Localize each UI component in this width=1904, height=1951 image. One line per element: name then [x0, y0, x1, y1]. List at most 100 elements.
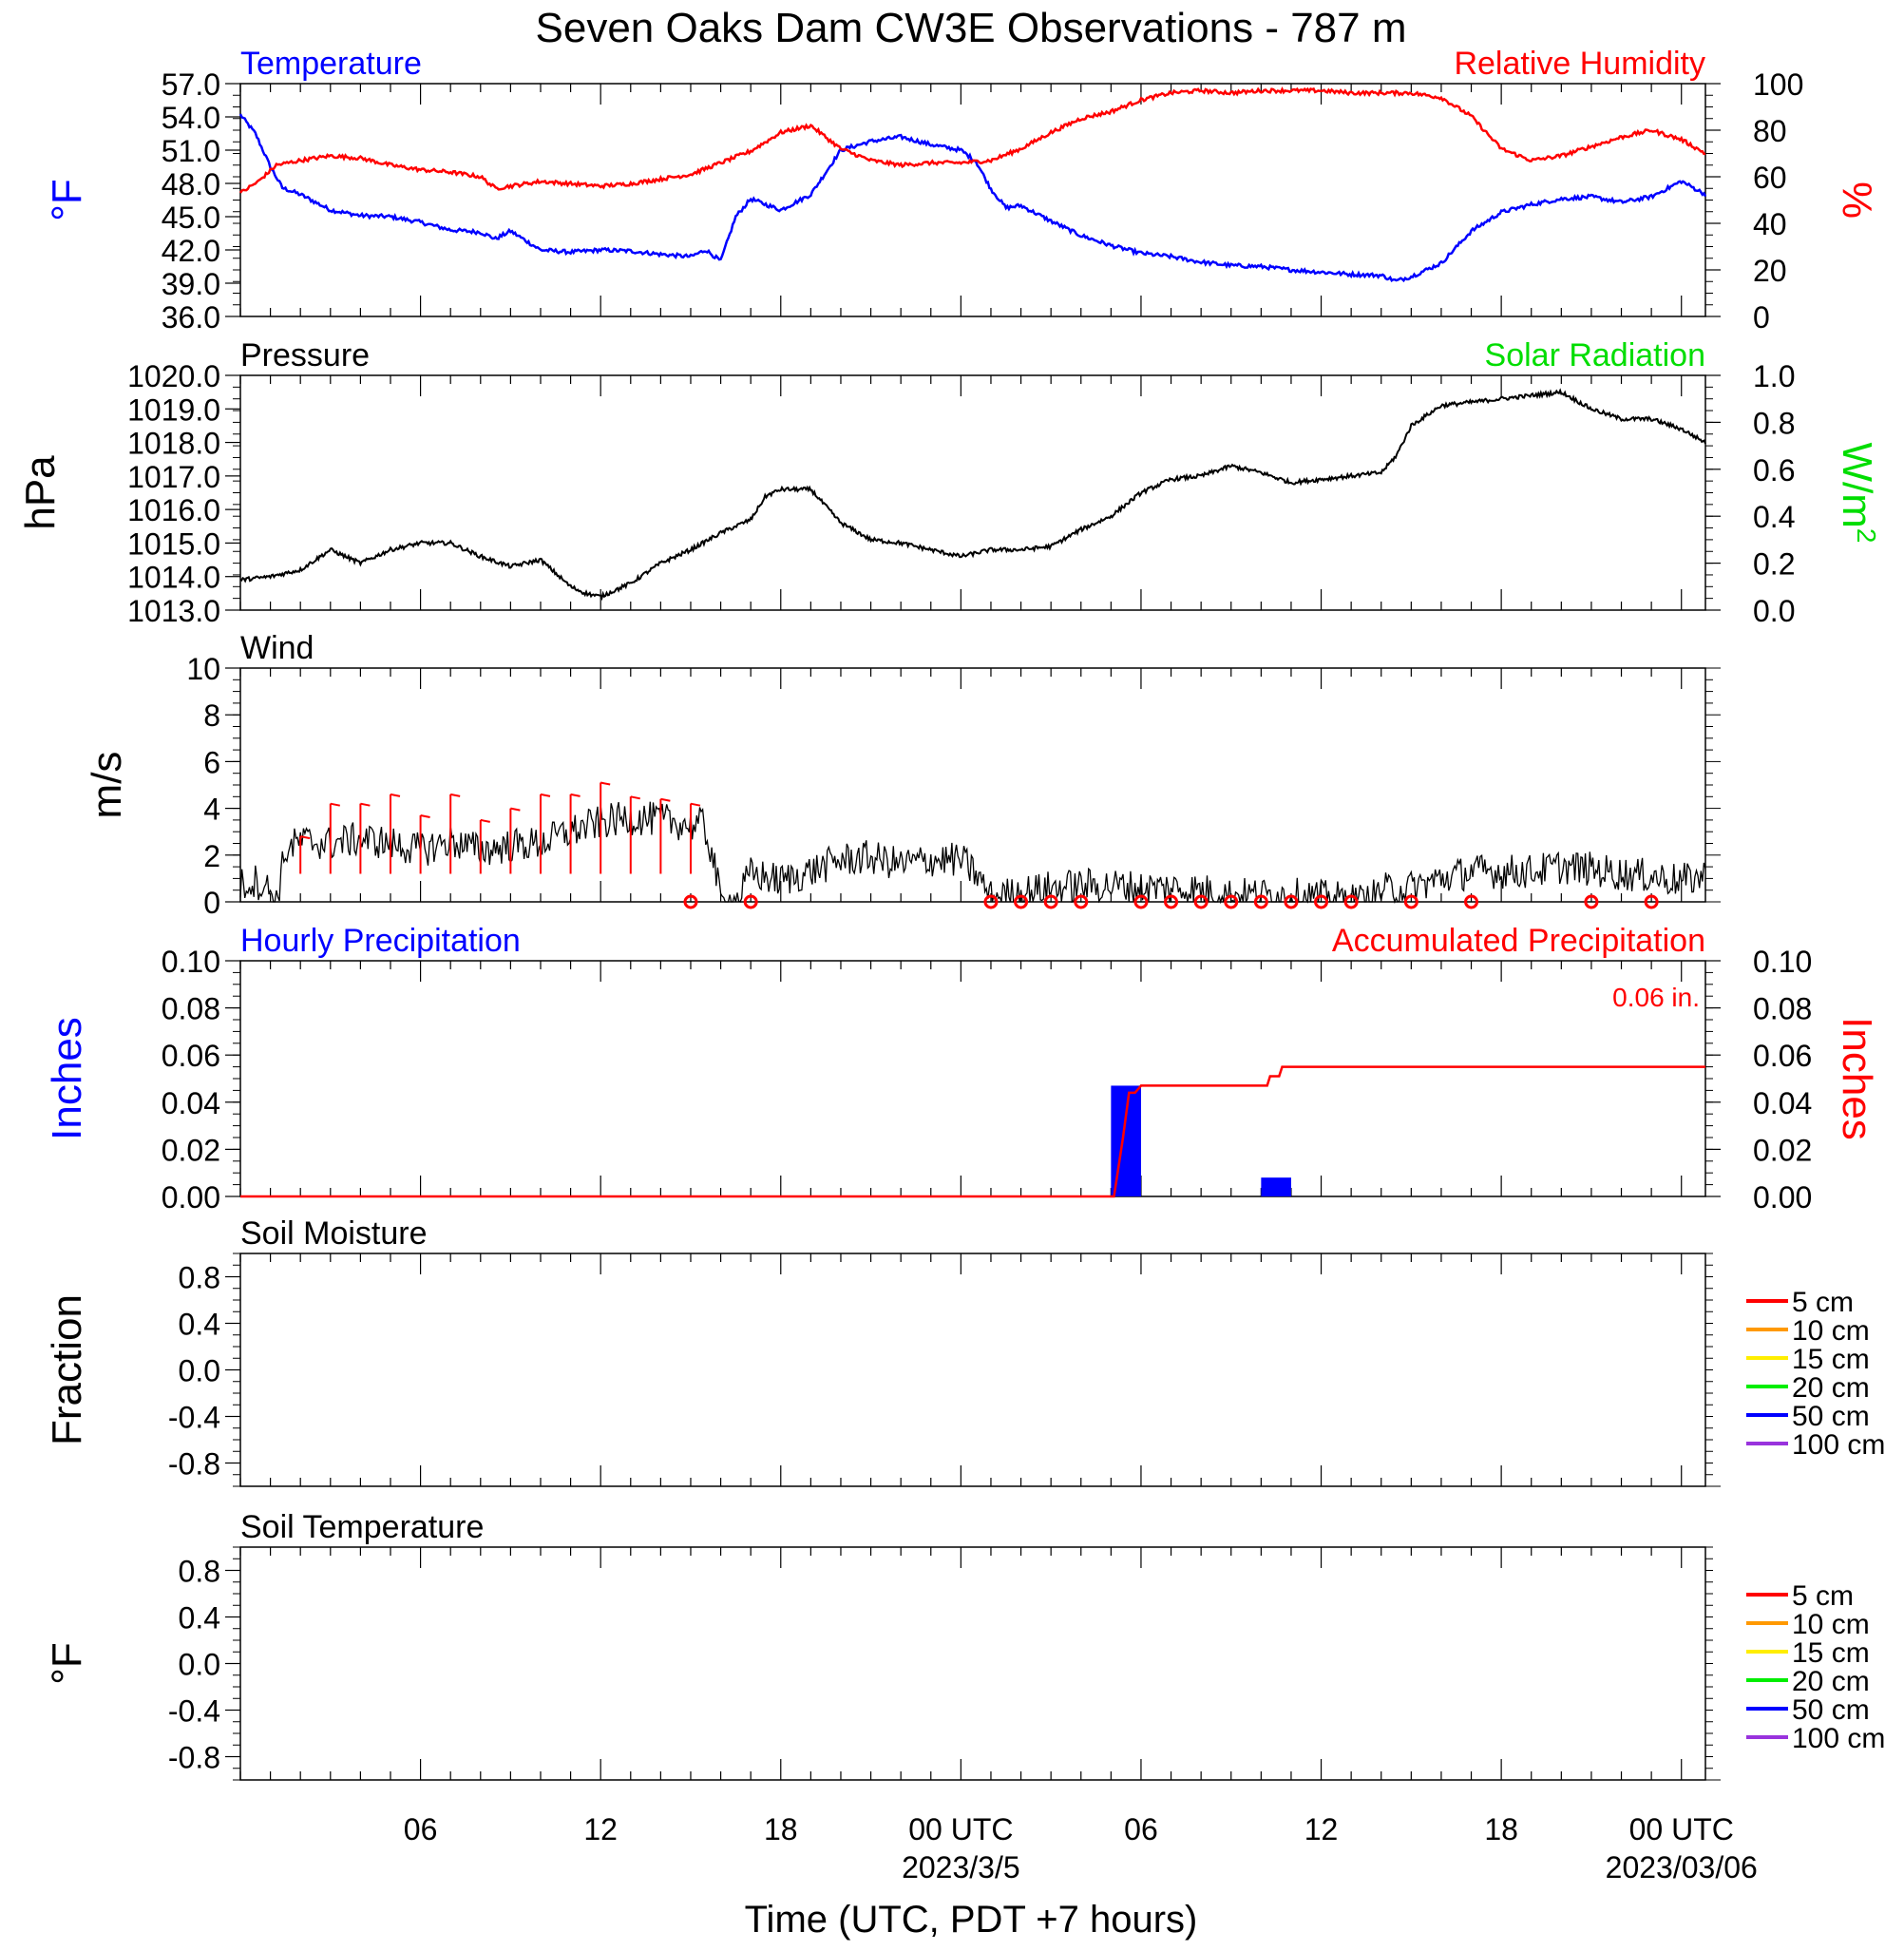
x-tick-label: 00 UTC	[908, 1812, 1013, 1846]
x-axis-label: Time (UTC, PDT +7 hours)	[745, 1899, 1198, 1941]
x-tick-label: 18	[1484, 1812, 1518, 1846]
legend-label: 15 cm	[1792, 1637, 1870, 1669]
x-axis: 06 12 18 00 UTC 2023/3/5 06 12 18 00 UTC 2023/03/…	[404, 1812, 1758, 1884]
y-tick-label-left: 1020.0	[127, 359, 220, 393]
y-axis-label-superscript: 2	[1853, 528, 1882, 544]
panel-title-left: Pressure	[240, 337, 370, 373]
y-tick-label-left: 57.0	[162, 67, 220, 102]
y-tick-label-left: 36.0	[162, 300, 220, 335]
legend-label: 10 cm	[1792, 1315, 1870, 1347]
calm-wind-marker	[1014, 894, 1029, 909]
y-tick-label-left: 51.0	[162, 134, 220, 168]
calm-wind-marker	[1314, 894, 1329, 909]
y-tick-label-left: -0.4	[168, 1401, 220, 1435]
wind-barb-flag	[449, 793, 461, 797]
y-tick-label-right: 0.04	[1753, 1086, 1812, 1120]
calm-wind-marker	[1043, 894, 1058, 909]
legend-label: 15 cm	[1792, 1344, 1870, 1375]
calm-wind-marker	[1403, 894, 1418, 909]
x-tick-label: 18	[764, 1812, 798, 1846]
y-tick-label-right: 0.4	[1753, 500, 1795, 534]
calm-wind-marker	[983, 894, 999, 909]
y-tick-label-left: 4	[203, 793, 220, 827]
y-tick-label-left: 45.0	[162, 201, 220, 235]
y-tick-label-left: 42.0	[162, 234, 220, 268]
series-relative-humidity	[238, 86, 1706, 194]
x-tick-label: 06	[1124, 1812, 1158, 1846]
y-tick-label-right: 60	[1753, 161, 1787, 195]
calm-wind-marker	[1074, 894, 1089, 909]
chart-title: Seven Oaks Dam CW3E Observations - 787 m	[536, 5, 1407, 51]
calm-wind-marker	[683, 894, 698, 909]
y-tick-label-left: 48.0	[162, 167, 220, 201]
y-tick-label-left: 2	[203, 839, 220, 873]
panel-title-left: Soil Temperature	[240, 1509, 484, 1545]
calm-wind-marker	[1464, 894, 1479, 909]
panel-temp_rh: 57.054.051.048.045.042.039.036.0 100 80 60 4…	[44, 46, 1880, 335]
wind-barb-flag	[420, 813, 430, 818]
y-tick-label-left: 1017.0	[127, 460, 220, 494]
wind-barb-flag	[660, 797, 671, 802]
panel-title-left: Soil Moisture	[240, 1215, 428, 1252]
y-tick-label-left: -0.4	[168, 1694, 220, 1729]
legend-label: 50 cm	[1792, 1401, 1870, 1432]
wind-barb-flag	[360, 802, 371, 807]
panel-precip: 0.10 0.08 0.06 0.04 0.02 0.00 0.10 0.08 0.06 0.04…	[44, 923, 1880, 1215]
calm-wind-marker	[1284, 894, 1299, 909]
calm-wind-marker	[1224, 894, 1239, 909]
y-tick-label-left: 0.02	[162, 1133, 220, 1167]
y-tick-label-left: 1015.0	[127, 526, 220, 561]
y-tick-label-left: 0.4	[179, 1308, 220, 1342]
y-axis-label-right: Inches	[1834, 1017, 1880, 1140]
y-tick-label-left: 6	[203, 745, 220, 779]
y-tick-label-left: 1013.0	[127, 594, 220, 628]
y-tick-label-left: 0.10	[162, 945, 220, 979]
y-tick-label-left: -0.8	[168, 1741, 220, 1775]
y-tick-label-left: 0.00	[162, 1180, 220, 1215]
calm-wind-marker	[743, 894, 758, 909]
panel-title-right: Accumulated Precipitation	[1332, 923, 1705, 959]
plot-frame	[239, 83, 1706, 317]
calm-wind-marker	[1193, 894, 1209, 909]
y-tick-label-right: 0.0	[1753, 594, 1795, 628]
calm-wind-marker	[1584, 894, 1599, 909]
y-axis-label-left: m/s	[84, 752, 130, 819]
chart-panels: 57.054.051.048.045.042.039.036.010080604…	[17, 46, 1885, 1781]
plot-frame	[239, 1546, 1706, 1781]
wind-barb-flag	[690, 802, 701, 807]
y-tick-label-right: 0.06	[1753, 1039, 1812, 1073]
y-tick-label-left: 1019.0	[127, 392, 220, 427]
y-tick-label-left: 0.08	[162, 992, 220, 1026]
y-axis-label-left: °F	[44, 179, 90, 220]
legend-label: 10 cm	[1792, 1609, 1870, 1640]
x-tick-label: 00 UTC	[1629, 1812, 1734, 1846]
y-tick-label-left: 8	[203, 698, 220, 733]
y-tick-label-right: 0.00	[1753, 1180, 1812, 1215]
legend-label: 50 cm	[1792, 1694, 1870, 1726]
calm-wind-marker	[1644, 894, 1659, 909]
calm-wind-marker	[1133, 894, 1149, 909]
y-tick-label-left: 0.06	[162, 1039, 220, 1073]
series-wind-speed	[239, 801, 1706, 905]
y-tick-label-right: 1.0	[1753, 359, 1795, 393]
x-tick-date-label: 2023/03/06	[1606, 1850, 1758, 1884]
y-tick-label-left: 0	[203, 886, 220, 920]
series-accumulated-precip	[240, 1065, 1705, 1198]
precip-total-label: 0.06 in.	[1612, 983, 1700, 1012]
y-tick-label-right: 40	[1753, 207, 1787, 241]
calm-wind-marker	[1164, 894, 1179, 909]
wind-barb-flag	[540, 793, 551, 797]
panel-title-left: Hourly Precipitation	[240, 923, 521, 959]
y-tick-label-right: 0.2	[1753, 547, 1795, 582]
y-axis-label-right: W/m2	[1834, 443, 1882, 544]
y-tick-label-right: 20	[1753, 254, 1787, 288]
hourly-precip-bar	[1261, 1177, 1291, 1196]
y-tick-label-left: 0.4	[179, 1601, 220, 1635]
wind-barb-flag	[510, 807, 521, 812]
y-tick-label-left: 1014.0	[127, 561, 220, 595]
wind-barb-flag	[390, 793, 401, 797]
x-tick-label: 06	[404, 1812, 438, 1846]
panel-title-left: Temperature	[240, 46, 422, 82]
panel-pressure: 1020.01019.01018.01017.01016.01015.01014…	[17, 337, 1882, 628]
